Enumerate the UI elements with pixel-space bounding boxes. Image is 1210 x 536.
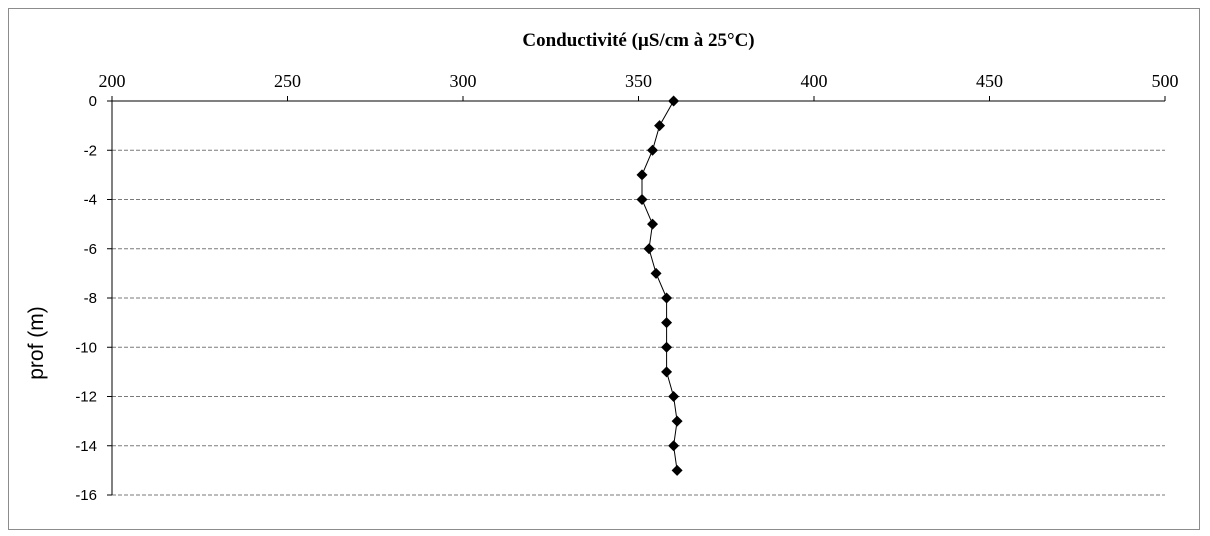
- data-point-marker: [654, 120, 666, 132]
- y-tick-label: -16: [75, 487, 97, 504]
- x-tick-label: 500: [1152, 71, 1179, 91]
- y-tick-label: -8: [84, 290, 97, 307]
- x-tick-label: 450: [976, 71, 1003, 91]
- data-point-marker: [647, 144, 659, 156]
- y-axis-label: prof (m): [25, 306, 48, 380]
- x-tick-label: 350: [625, 71, 652, 91]
- data-point-marker: [671, 415, 683, 427]
- y-tick-label: -4: [84, 192, 97, 209]
- data-point-marker: [668, 95, 680, 107]
- data-point-marker: [650, 267, 662, 279]
- data-point-marker: [661, 317, 673, 329]
- chart-title: Conductivité (µS/cm à 25°C): [522, 30, 754, 51]
- data-point-marker: [647, 218, 659, 230]
- data-point-marker: [643, 243, 655, 255]
- data-point-marker: [668, 391, 680, 402]
- x-tick-label: 300: [450, 71, 477, 91]
- y-tick-labels: 0 -2 -4 -6 -8 -10 -12 -14 -16: [75, 93, 97, 504]
- series-line-and-markers: [636, 95, 683, 476]
- data-point-marker: [636, 194, 648, 205]
- data-point-marker: [636, 169, 648, 181]
- data-point-marker: [661, 292, 673, 304]
- y-tick-label: 0: [89, 93, 97, 110]
- y-tick-label: -6: [84, 241, 97, 258]
- x-tick-label: 400: [801, 71, 828, 91]
- axes: [107, 96, 1166, 496]
- x-tick-label: 200: [99, 71, 126, 91]
- x-tick-labels: 200 250 300 350 400 450 500: [99, 71, 1179, 91]
- y-tick-label: -12: [75, 389, 97, 406]
- data-point-marker: [661, 366, 673, 378]
- data-point-marker: [671, 464, 683, 476]
- chart-frame: Conductivité (µS/cm à 25°C) 200 250 300 350…: [8, 8, 1200, 530]
- y-tick-label: -2: [84, 142, 97, 159]
- gridlines: [112, 149, 1165, 496]
- y-tick-label: -10: [75, 339, 97, 356]
- x-tick-label: 250: [274, 71, 301, 91]
- data-point-marker: [668, 440, 680, 452]
- data-point-marker: [661, 341, 673, 353]
- conductivity-chart: Conductivité (µS/cm à 25°C) 200 250 300 350…: [25, 30, 1179, 504]
- series-line: [641, 100, 678, 471]
- y-tick-label: -14: [75, 438, 97, 455]
